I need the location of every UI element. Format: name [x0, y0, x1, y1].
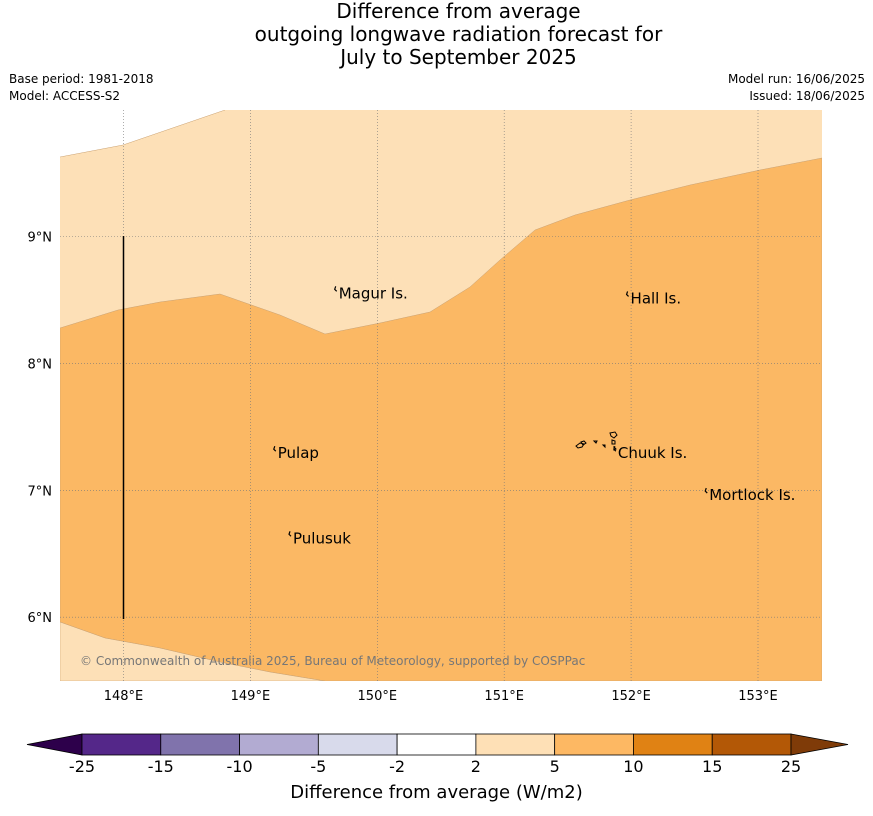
model-name: Model: ACCESS-S2 [9, 89, 121, 103]
colorbar-segment [633, 733, 713, 756]
island-marker [288, 531, 292, 537]
x-tick-label: 151°E [484, 689, 524, 704]
y-tick-label: 7°N [28, 484, 53, 499]
colorbar-tick-label: 25 [781, 757, 801, 776]
colorbar-segment [239, 733, 319, 756]
colorbar-segment [81, 733, 162, 756]
colorbar: -25 -15 -10 -5 -2 2 5 10 15 25 [26, 733, 849, 776]
copyright-text: © Commonwealth of Australia 2025, Bureau… [80, 654, 585, 668]
x-tick-label: 148°E [104, 689, 144, 704]
anomaly-region-2-to-5-south [60, 621, 326, 681]
map-plot-area: Magur Is. Hall Is. Pulap Chuuk Is. Mortlock … [60, 110, 822, 681]
title-line-1: Difference from average [336, 0, 581, 23]
island-marker [625, 291, 629, 297]
y-tick-label: 6°N [28, 611, 53, 626]
title-line-2: outgoing longwave radiation forecast for [254, 22, 663, 46]
colorbar-under-arrow [26, 733, 83, 756]
island-marker [334, 286, 338, 292]
colorbar-tick-label: 2 [471, 757, 481, 776]
title-line-3: July to September 2025 [340, 45, 577, 69]
colorbar-segment [475, 733, 556, 756]
x-tick-label: 152°E [611, 689, 651, 704]
meta-right: Model run: 16/06/2025 Issued: 18/06/2025 [728, 71, 865, 105]
place-label: Chuuk Is. [618, 444, 687, 462]
colorbar-tick-label: -25 [69, 757, 95, 776]
island-outline [580, 440, 587, 446]
y-tick-label: 9°N [28, 231, 53, 246]
island-marker [273, 446, 277, 452]
axis-ticks: 148°E 149°E 150°E 151°E 152°E 153°E 9°N 8°N 7°N 6… [28, 231, 778, 705]
colorbar-segment [554, 733, 634, 756]
place-label: Hall Is. [631, 289, 682, 307]
region-edge-north [60, 110, 226, 158]
island-marker [613, 446, 617, 452]
x-tick-label: 150°E [358, 689, 398, 704]
colorbar-tick-label: 15 [702, 757, 722, 776]
place-label: Pulap [278, 444, 319, 462]
x-tick-label: 153°E [738, 689, 778, 704]
issued-date: Issued: 18/06/2025 [749, 89, 865, 103]
colorbar-tick-label: 5 [550, 757, 560, 776]
colorbar-segment [160, 733, 240, 756]
island-outline [611, 439, 616, 445]
place-label: Magur Is. [339, 284, 408, 302]
colorbar-tick-label: 10 [623, 757, 643, 776]
x-tick-label: 149°E [231, 689, 271, 704]
model-run: Model run: 16/06/2025 [727, 72, 865, 86]
meta-left: Base period: 1981-2018 Model: ACCESS-S2 [9, 71, 154, 105]
chart-title: Difference from average outgoing longwav… [0, 0, 873, 69]
colorbar-tick-label: -2 [389, 757, 405, 776]
colorbar-segment [711, 733, 792, 756]
colorbar-label: Difference from average (W/m2) [290, 782, 583, 803]
island-outline [609, 431, 618, 439]
colorbar-tick-label: -10 [226, 757, 252, 776]
colorbar-segment [396, 733, 477, 756]
base-period: Base period: 1981-2018 [9, 72, 154, 86]
chuuk-lagoon-islands [575, 431, 618, 451]
island-marker [704, 487, 708, 494]
place-label: Pulusuk [293, 529, 351, 547]
colorbar-segment [317, 733, 398, 756]
island-outline [601, 444, 606, 449]
place-label: Mortlock Is. [709, 486, 795, 504]
colorbar-tick-label: -5 [310, 757, 326, 776]
place-labels: Magur Is. Hall Is. Pulap Chuuk Is. Mortlock … [273, 284, 795, 547]
y-tick-label: 8°N [28, 357, 53, 372]
colorbar-tick-label: -15 [148, 757, 174, 776]
colorbar-over-arrow [790, 733, 849, 756]
island-outline [592, 440, 598, 444]
